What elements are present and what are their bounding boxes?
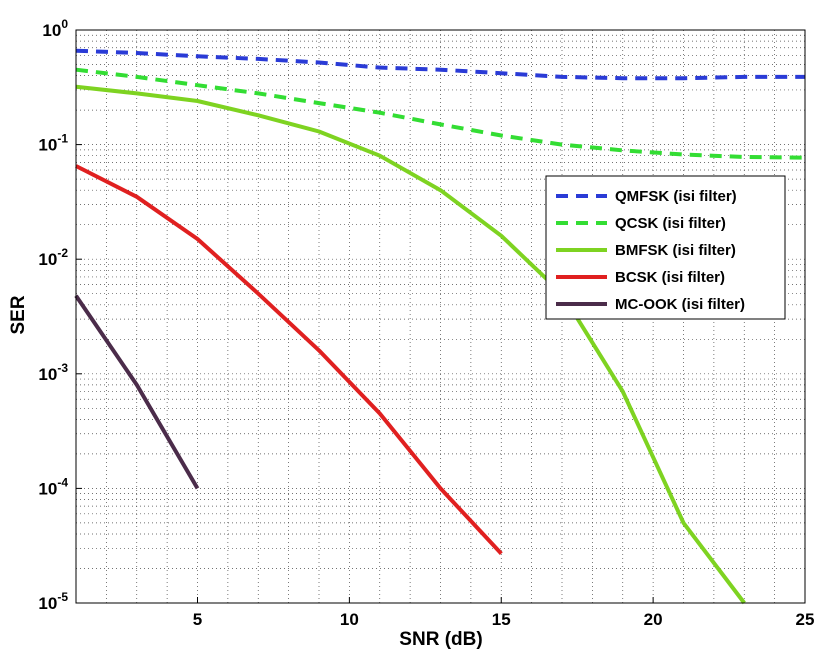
- series-layer: [74, 48, 806, 605]
- y-axis-label: SER: [8, 295, 29, 334]
- x-axis-label: SNR (dB): [399, 629, 482, 650]
- grid-layer: [75, 30, 806, 603]
- legend-label: QMFSK (isi filter): [615, 188, 737, 205]
- x-tick-label: 5: [193, 610, 202, 629]
- y-tick-label: 10-3: [38, 361, 68, 384]
- series-line-1: [75, 48, 805, 81]
- legend-label: BCSK (isi filter): [615, 269, 725, 286]
- legend-label: BMFSK (isi filter): [615, 242, 736, 259]
- legend-box: [545, 175, 786, 320]
- legend-label: MC-OOK (isi filter): [615, 296, 745, 313]
- legend: QMFSK (isi filter) QCSK (isi filter) BMFSK…: [545, 175, 786, 320]
- series-line-2: [75, 67, 806, 160]
- x-tick-label: 25: [796, 610, 815, 629]
- x-tick-label: 10: [340, 610, 359, 629]
- legend-label: QCSK (isi filter): [615, 215, 726, 232]
- series-line-5: [74, 294, 200, 490]
- plot-frame: [75, 29, 806, 604]
- y-tick-label: 100: [42, 17, 68, 40]
- x-tick-label: 15: [492, 610, 511, 629]
- series-line-4: [75, 164, 503, 555]
- series-line-3: [75, 84, 746, 605]
- ticks-layer: 5 10 15 20 25 100 10-1 10-2 10-3 10-4 10-5: [38, 17, 814, 629]
- x-tick-label: 20: [644, 610, 663, 629]
- y-tick-label: 10-5: [38, 590, 68, 613]
- y-tick-label: 10-1: [38, 132, 68, 155]
- y-tick-label: 10-4: [38, 475, 68, 498]
- y-tick-label: 10-2: [38, 246, 68, 269]
